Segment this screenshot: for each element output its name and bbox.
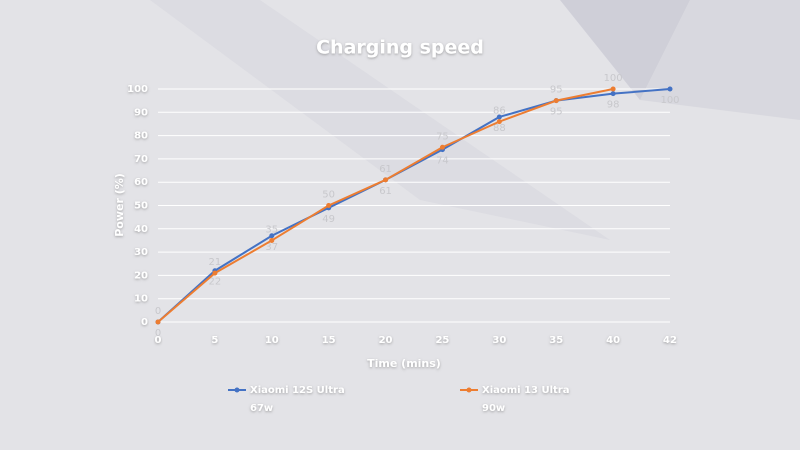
data-label: 0 [155, 306, 161, 317]
decor [560, 0, 690, 100]
y-tick-label: 50 [134, 201, 148, 212]
data-label: 49 [322, 214, 335, 225]
x-tick-label: 25 [435, 335, 449, 346]
x-tick-label: 10 [265, 335, 279, 346]
x-tick-label: 5 [211, 335, 218, 346]
y-tick-label: 80 [134, 131, 148, 142]
data-label: 61 [379, 186, 392, 197]
data-label: 21 [209, 257, 222, 268]
point [155, 319, 161, 325]
point [667, 86, 673, 92]
y-tick-label: 10 [134, 294, 148, 305]
data-label: 95 [550, 107, 563, 118]
legend-label: Xiaomi 12S Ultra [250, 385, 345, 396]
x-tick-label: 35 [549, 335, 563, 346]
legend-marker [234, 387, 240, 393]
y-tick-label: 20 [134, 270, 148, 281]
point [610, 91, 616, 97]
data-label: 88 [493, 123, 506, 134]
point [269, 233, 275, 239]
y-tick-label: 0 [141, 317, 148, 328]
point [383, 177, 389, 183]
data-label: 50 [322, 190, 335, 201]
plot: 0 10 20 30 40 50 60 70 80 90 100 0 5 10 15 20 25 30 35 40 42… [127, 73, 679, 414]
data-label: 22 [209, 277, 222, 288]
data-label: 37 [265, 242, 278, 253]
data-label: 100 [660, 95, 679, 106]
y-tick-label: 90 [134, 107, 148, 118]
data-label: 61 [379, 164, 392, 175]
data-label: 0 [155, 328, 161, 339]
y-tick-label: 100 [127, 84, 148, 95]
x-axis-label: Time (mins) [367, 357, 441, 370]
x-tick-label: 40 [606, 335, 620, 346]
data-label: 74 [436, 156, 449, 167]
data-label: 75 [436, 131, 449, 142]
x-tick-label: 15 [322, 335, 336, 346]
point [212, 270, 218, 276]
decor [640, 0, 800, 120]
point [439, 144, 445, 150]
data-label: 100 [604, 73, 623, 84]
x-tick-label: 20 [379, 335, 393, 346]
legend-marker [466, 387, 472, 393]
data-label: 98 [607, 100, 620, 111]
text-layer: Charging speed Time (mins) Power (%) [113, 37, 484, 371]
point [553, 98, 559, 104]
legend-sublabel: 90w [482, 403, 505, 414]
series-line [157, 88, 671, 323]
y-axis-label: Power (%) [113, 173, 126, 237]
y-tick-label: 60 [134, 177, 148, 188]
data-label: 86 [493, 106, 506, 117]
y-tick-label: 40 [134, 224, 148, 235]
legend-sublabel: 67w [250, 403, 273, 414]
x-tick-label: 30 [492, 335, 506, 346]
x-tick-label: 0 [155, 335, 162, 346]
chart-title: Charging speed [316, 37, 484, 59]
point [496, 119, 502, 125]
x-tick-label: 42 [663, 335, 677, 346]
data-label: 95 [550, 85, 563, 96]
legend-label: Xiaomi 13 Ultra [482, 385, 570, 396]
point [610, 86, 616, 92]
decor [150, 0, 610, 240]
point [326, 203, 332, 208]
point [496, 114, 502, 120]
point [269, 237, 275, 243]
y-tick-label: 30 [134, 247, 148, 258]
data-label: 35 [265, 224, 278, 235]
y-tick-label: 70 [134, 154, 148, 165]
